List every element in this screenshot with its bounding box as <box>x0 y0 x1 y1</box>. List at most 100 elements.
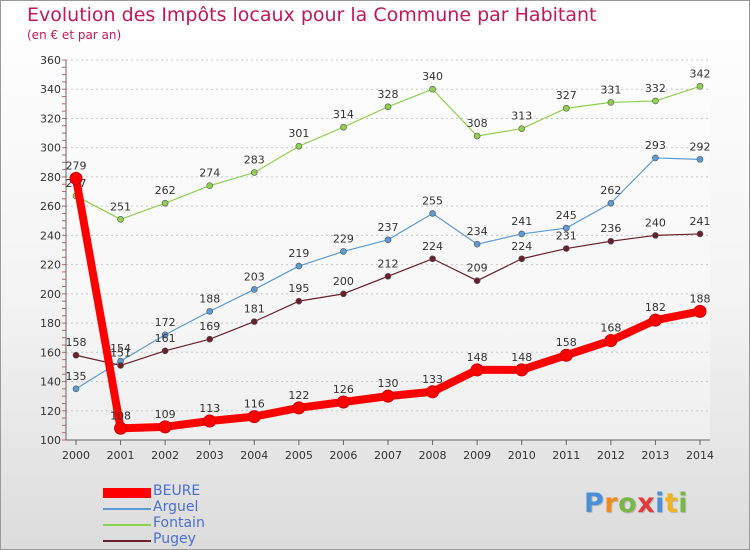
x-tick-label: 2007 <box>374 449 402 462</box>
data-label-beure: 113 <box>199 402 220 415</box>
data-point-pugey <box>161 347 169 355</box>
data-point-beure <box>693 304 707 318</box>
data-point-fontain <box>696 83 704 90</box>
data-point-beure <box>559 348 573 362</box>
y-tick-label: 240 <box>40 229 61 242</box>
data-point-fontain <box>295 142 303 150</box>
data-label-arguel: 188 <box>199 292 220 305</box>
data-label-fontain: 274 <box>199 167 220 180</box>
y-tick-label: 160 <box>40 346 61 359</box>
data-label-pugey: 161 <box>155 332 176 345</box>
data-point-pugey <box>384 273 392 280</box>
data-point-arguel <box>72 385 80 393</box>
y-tick-label: 260 <box>40 200 61 213</box>
x-tick-label: 2008 <box>419 449 447 462</box>
data-point-beure <box>426 385 440 399</box>
data-label-pugey: 240 <box>645 216 666 229</box>
x-tick-label: 2010 <box>508 449 536 462</box>
y-tick-label: 180 <box>40 317 61 330</box>
x-tick-label: 2011 <box>552 449 580 462</box>
data-label-pugey: 212 <box>378 257 399 270</box>
data-point-beure <box>247 410 261 424</box>
data-label-pugey: 151 <box>110 346 131 359</box>
data-label-arguel: 237 <box>378 221 399 234</box>
data-point-pugey <box>72 351 80 359</box>
data-label-fontain: 340 <box>422 70 443 83</box>
x-tick-label: 2005 <box>285 449 313 462</box>
data-point-arguel <box>473 240 481 248</box>
legend-swatch <box>103 488 151 498</box>
data-label-beure: 122 <box>288 389 309 402</box>
data-point-pugey <box>473 277 481 284</box>
data-label-fontain: 262 <box>155 184 176 197</box>
data-label-beure: 109 <box>155 408 176 421</box>
data-point-pugey <box>206 335 214 343</box>
data-label-pugey: 169 <box>199 320 220 333</box>
x-tick-label: 2014 <box>686 449 714 462</box>
data-point-pugey <box>295 297 303 305</box>
logo-letter: r <box>604 488 619 519</box>
legend-item-pugey: Pugey <box>103 531 263 547</box>
data-point-arguel <box>652 154 659 162</box>
data-point-beure <box>515 363 529 377</box>
data-point-pugey <box>696 230 704 238</box>
data-point-beure <box>203 414 217 428</box>
logo-letter: x <box>637 488 656 519</box>
data-label-fontain: 314 <box>333 108 354 121</box>
data-label-arguel: 135 <box>66 370 87 383</box>
proxiti-logo: Proxiti <box>584 488 688 519</box>
data-point-fontain <box>562 104 570 112</box>
data-label-beure: 130 <box>378 377 399 390</box>
data-label-fontain: 342 <box>690 67 711 80</box>
x-tick-label: 2012 <box>597 449 625 462</box>
data-point-beure <box>292 401 306 415</box>
logo-letter: t <box>664 488 679 519</box>
data-point-beure <box>69 171 83 185</box>
data-point-pugey <box>562 245 570 252</box>
data-point-fontain <box>340 123 347 131</box>
data-label-fontain: 327 <box>556 89 577 102</box>
data-label-fontain: 251 <box>110 200 131 213</box>
plot-area <box>66 60 710 440</box>
data-point-arguel <box>340 248 347 255</box>
data-label-beure: 182 <box>645 301 666 314</box>
data-point-pugey <box>429 255 436 263</box>
data-point-pugey <box>652 232 659 239</box>
data-label-arguel: 172 <box>155 316 176 329</box>
data-label-fontain: 301 <box>288 127 309 140</box>
data-label-arguel: 154 <box>110 342 131 355</box>
data-point-fontain <box>429 85 436 93</box>
logo-letter: i <box>655 488 665 519</box>
data-label-beure: 148 <box>467 351 488 364</box>
data-label-fontain: 313 <box>511 110 532 123</box>
data-label-pugey: 181 <box>244 303 265 316</box>
data-label-beure: 133 <box>422 373 443 386</box>
data-point-fontain <box>161 199 169 207</box>
data-label-arguel: 229 <box>333 232 354 245</box>
data-label-arguel: 293 <box>645 139 666 152</box>
data-point-beure <box>648 313 662 327</box>
data-point-beure <box>158 420 172 434</box>
data-point-pugey <box>340 290 347 298</box>
logo-letter: i <box>678 488 689 519</box>
data-point-arguel <box>696 156 704 163</box>
logo-letter: o <box>618 488 638 519</box>
data-point-arguel <box>518 230 526 238</box>
legend-item-arguel: Arguel <box>103 499 263 515</box>
data-point-beure <box>114 421 128 435</box>
legend-label: Arguel <box>153 499 199 515</box>
data-point-arguel <box>206 308 214 315</box>
data-label-fontain: 308 <box>467 117 488 130</box>
y-tick-label: 140 <box>40 376 61 389</box>
data-label-pugey: 200 <box>333 275 354 288</box>
data-label-arguel: 262 <box>600 184 621 197</box>
data-label-beure: 148 <box>511 351 532 364</box>
data-label-beure: 168 <box>600 322 621 335</box>
data-point-fontain <box>117 216 124 223</box>
data-point-beure <box>381 389 395 403</box>
data-label-pugey: 236 <box>600 222 621 235</box>
y-tick-label: 200 <box>40 288 61 301</box>
chart-subtitle: (en € et par an) <box>27 28 122 42</box>
x-tick-label: 2013 <box>641 449 669 462</box>
